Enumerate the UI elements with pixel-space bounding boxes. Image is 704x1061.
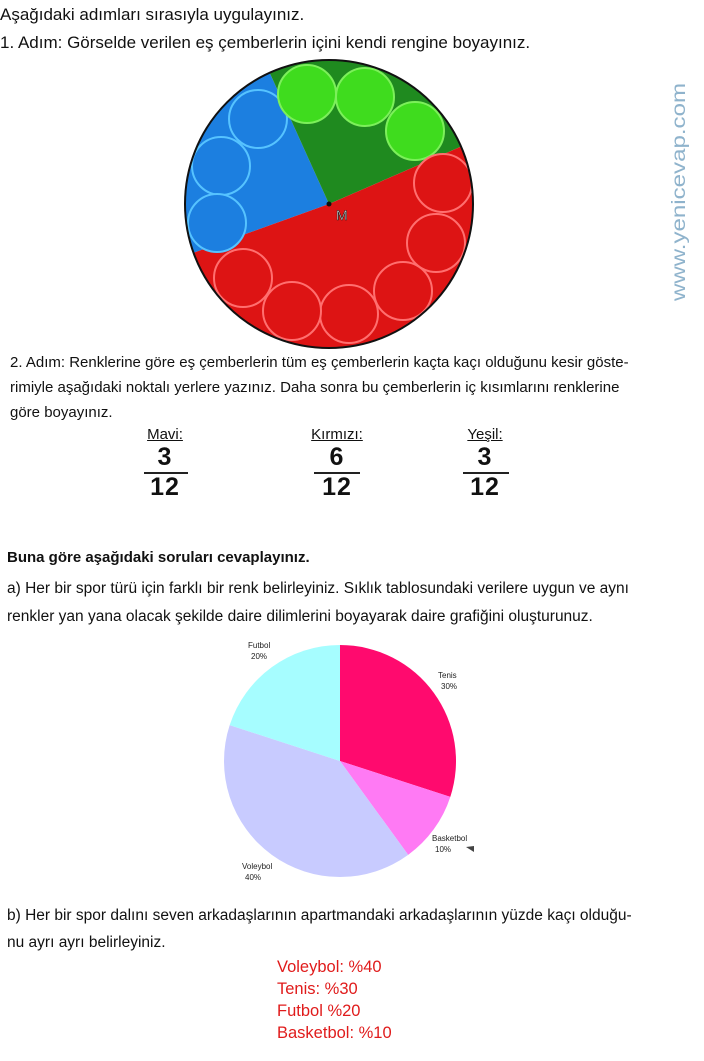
pie-label-basketbol: Basketbol	[432, 834, 467, 843]
step1-text: 1. Adım: Görselde verilen eş çemberlerin…	[0, 33, 531, 52]
questions-title: Buna göre aşağıdaki soruları cevaplayını…	[7, 549, 310, 566]
pie-labels: Tenis 30% Basketbol 10% Voleybol 40% Futbol 20%	[242, 641, 467, 882]
pie-slice-voleybol	[224, 725, 409, 878]
fraction-bar	[144, 472, 188, 474]
pie-value-label-voleybol: 40%	[245, 873, 261, 882]
pie-chart: Tenis 30% Basketbol 10% Voleybol 40% Futbol 20%	[224, 641, 474, 882]
question-b-line1: b) Her bir spor dalını seven arkadaşları…	[7, 907, 632, 924]
fraction-denominator: 12	[322, 473, 352, 501]
fraction-numerator: 3	[477, 443, 493, 471]
fraction-name: Mavi:	[147, 426, 183, 443]
fraction-numerator: 3	[157, 443, 173, 471]
answer-voleybol: Voleybol: %40	[277, 958, 382, 976]
answer-basketbol: Basketbol: %10	[277, 1024, 392, 1042]
center-point	[326, 201, 332, 207]
fraction-mavi: Mavi: 3 12	[140, 426, 190, 502]
pie-value-label-basketbol: 10%	[435, 845, 451, 854]
green-small-circles	[277, 64, 445, 161]
fraction-name: Kırmızı:	[311, 426, 363, 443]
step2-line1: 2. Adım: Renklerine göre eş çemberlerin …	[10, 354, 629, 371]
pie-label-voleybol: Voleybol	[242, 862, 272, 871]
fraction-kirmizi: Kırmızı: 6 12	[306, 426, 368, 502]
watermark-text: www.yenicevap.com	[669, 83, 690, 302]
red-small-circles	[213, 153, 473, 344]
fraction-denominator: 12	[470, 473, 500, 501]
question-b-line2: nu ayrı ayrı belirleyiniz.	[7, 934, 166, 951]
colored-circle-figure: M	[184, 59, 474, 349]
pie-value-label-futbol: 20%	[251, 652, 267, 661]
instruction-title: Aşağıdaki adımları sırasıyla uygulayınız…	[0, 5, 305, 24]
center-label: M	[336, 207, 348, 223]
pie-slice-futbol	[229, 645, 340, 761]
question-a-line1: a) Her bir spor türü için farklı bir ren…	[7, 580, 629, 597]
pie-label-futbol: Futbol	[248, 641, 270, 650]
answer-tenis: Tenis: %30	[277, 980, 358, 998]
fraction-yesil: Yeşil: 3 12	[460, 426, 510, 502]
fraction-denominator: 12	[150, 473, 180, 501]
fraction-bar	[314, 472, 360, 474]
pie-slice-basketbol	[340, 761, 451, 855]
fraction-name: Yeşil:	[467, 426, 503, 443]
pie-label-tenis: Tenis	[438, 671, 457, 680]
question-a-line2: renkler yan yana olacak şekilde daire di…	[7, 608, 593, 625]
pointer-icon	[466, 846, 474, 852]
pie-slices	[224, 645, 456, 878]
fraction-numerator: 6	[329, 443, 345, 471]
answer-futbol: Futbol %20	[277, 1002, 361, 1020]
watermark: www.yenicevap.com	[669, 83, 690, 302]
step2-line2: rimiyle aşağıdaki noktalı yerlere yazını…	[10, 379, 620, 396]
step2-line3: göre boyayınız.	[10, 404, 113, 421]
blue-small-circles	[187, 89, 288, 253]
fraction-bar	[463, 472, 509, 474]
pie-slice-tenis	[340, 645, 456, 797]
pie-value-label-tenis: 30%	[441, 682, 457, 691]
